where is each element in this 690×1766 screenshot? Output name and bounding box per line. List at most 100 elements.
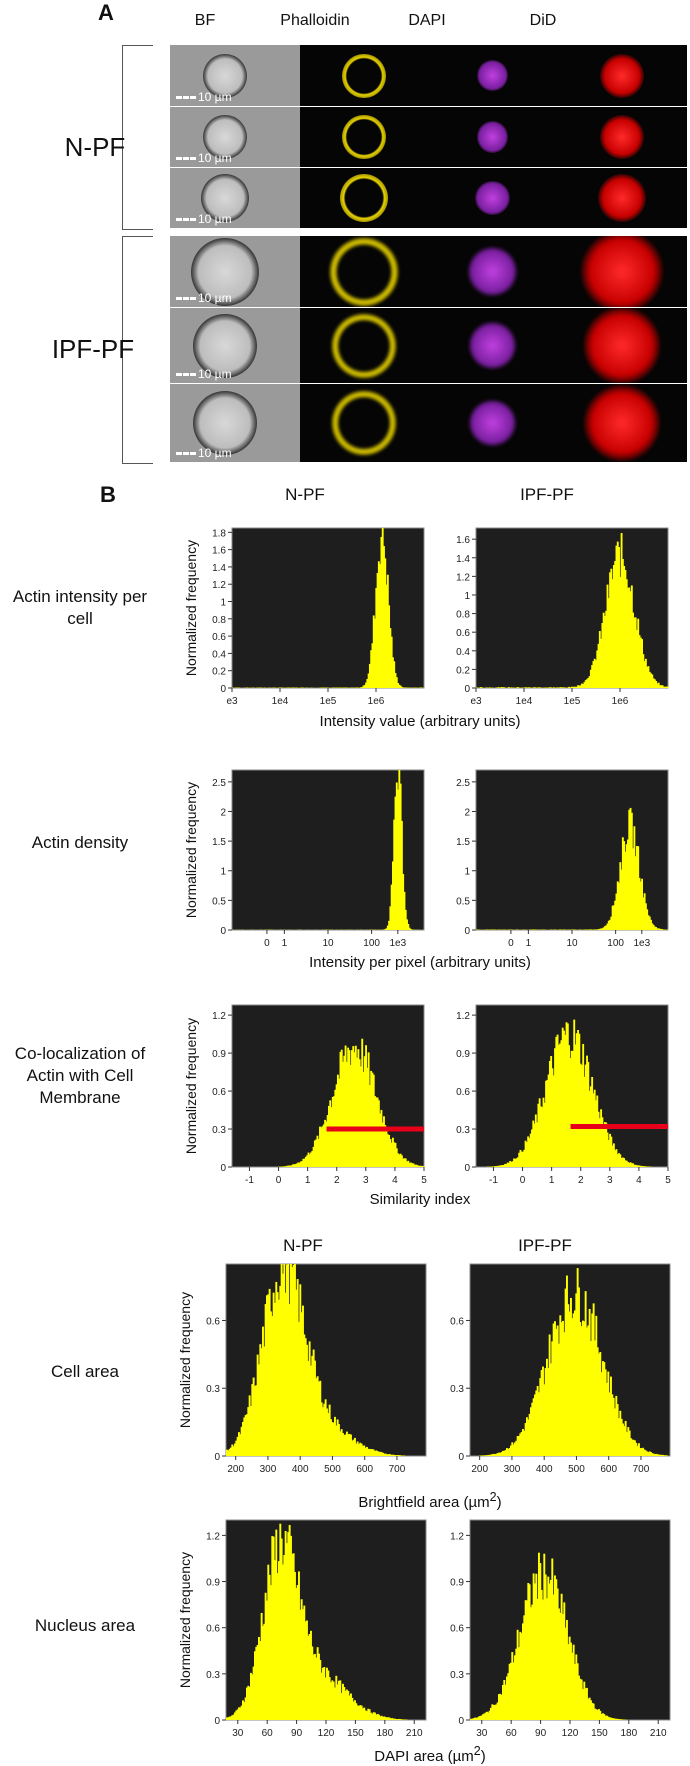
histogram-bar xyxy=(374,1096,376,1167)
histogram-bar xyxy=(389,906,392,930)
histogram-bar xyxy=(638,1165,641,1167)
histogram-bar xyxy=(614,900,617,930)
histogram-cell_ipf: 0 0.3 0.6 200 300 400 500 600 700 xyxy=(450,1263,671,1475)
histogram-bar xyxy=(610,1136,613,1167)
histogram-bar xyxy=(592,1093,595,1167)
histogram-bar xyxy=(589,929,592,930)
histogram-bar xyxy=(520,1431,523,1456)
scale-bar: 10 µm xyxy=(176,151,232,165)
x-tick-label: 1e4 xyxy=(272,696,289,707)
histogram-bar xyxy=(595,660,597,688)
histogram-bar xyxy=(639,881,642,930)
histogram-bar xyxy=(350,1434,352,1456)
histogram-bar xyxy=(502,687,505,688)
histogram-bar xyxy=(650,1452,652,1456)
histogram-bar xyxy=(484,1455,487,1456)
cell-bf-row1 xyxy=(203,53,247,98)
histogram-bar xyxy=(292,1164,295,1167)
histogram-bar xyxy=(479,687,482,688)
x-tick-label: 300 xyxy=(504,1464,521,1475)
histogram-bar xyxy=(492,1453,495,1456)
histogram-bar xyxy=(605,925,608,930)
histogram-bar xyxy=(392,1718,395,1720)
histogram-bar xyxy=(509,1160,512,1167)
histogram-bar xyxy=(492,929,495,930)
x-tick-label: 150 xyxy=(591,1728,608,1739)
histogram-bar xyxy=(655,1453,658,1456)
histogram-bar xyxy=(656,1454,659,1456)
histogram-bar xyxy=(620,1418,623,1456)
cell-phalloidin-row4 xyxy=(330,237,398,306)
histogram-bar xyxy=(286,1264,288,1456)
histogram-bar xyxy=(306,1344,308,1456)
histogram-bar xyxy=(299,1609,302,1720)
histogram-bar xyxy=(595,1100,597,1167)
histogram-bar xyxy=(312,1654,315,1720)
histogram-bar xyxy=(584,1291,587,1456)
histogram-bar xyxy=(282,1273,284,1456)
x-tick-label: e3 xyxy=(470,696,482,707)
histogram-bar xyxy=(624,1160,627,1167)
y-tick-label: 1 xyxy=(220,867,226,878)
histogram-bar xyxy=(570,1642,572,1720)
histogram-bar xyxy=(533,687,536,688)
histogram-bar xyxy=(380,1452,383,1456)
histogram-bar xyxy=(306,1155,309,1167)
histogram-bar xyxy=(490,1707,492,1720)
histogram-bar xyxy=(250,1406,252,1456)
histogram-bar xyxy=(352,1439,355,1456)
y-tick-label: 0.2 xyxy=(456,665,470,676)
histogram-bar xyxy=(334,1687,336,1720)
x-tick-label: 100 xyxy=(607,938,624,949)
cell-image-did-row2 xyxy=(557,107,687,167)
histogram-bar xyxy=(293,1164,296,1167)
histogram-bar xyxy=(239,1434,242,1456)
histogram-bar xyxy=(621,837,624,930)
histogram-bar xyxy=(275,1281,278,1456)
histogram-bar xyxy=(566,1619,568,1720)
histogram-bar xyxy=(338,1424,340,1456)
histogram-bar xyxy=(228,1448,231,1456)
histogram-bar xyxy=(370,650,373,688)
histogram-bar xyxy=(616,1718,619,1720)
cell-dapi-row4 xyxy=(468,247,517,296)
histogram-bar xyxy=(556,1588,559,1720)
histogram-bar xyxy=(393,1142,396,1167)
histogram-bar xyxy=(390,1454,392,1456)
histogram-bar xyxy=(516,1157,519,1167)
histogram-bar xyxy=(532,1398,535,1456)
histogram-bar xyxy=(588,1697,591,1720)
histogram-bar xyxy=(379,1716,382,1720)
histogram-bar xyxy=(471,1718,474,1720)
histogram-bar xyxy=(492,1704,495,1720)
x-tick-label: 1 xyxy=(526,938,532,949)
histogram-bar xyxy=(660,685,663,688)
histogram-bar xyxy=(274,1302,276,1456)
histogram-bar xyxy=(522,1151,524,1167)
histogram-bar xyxy=(632,848,635,930)
histogram-bar xyxy=(568,1045,571,1167)
histogram-bar xyxy=(582,1043,585,1167)
y-tick-label: 1 xyxy=(220,598,226,609)
y-tick-label: 0.8 xyxy=(456,610,470,621)
histogram-bar xyxy=(390,636,393,688)
histogram-bar xyxy=(550,687,553,688)
histogram-bar xyxy=(580,1326,583,1456)
histogram-bar xyxy=(247,1685,250,1720)
histogram-bar xyxy=(587,1325,590,1456)
histogram-bar xyxy=(255,1646,258,1720)
y-tick-label: 1.2 xyxy=(456,572,470,583)
histogram-bar xyxy=(606,584,609,688)
histogram-bar xyxy=(398,1718,400,1720)
histogram-bar xyxy=(385,584,388,688)
histogram-bar xyxy=(361,687,364,688)
histogram-bar xyxy=(328,1677,331,1720)
histogram-bar xyxy=(316,1135,319,1167)
histogram-bar xyxy=(395,1719,398,1720)
x-tick-label: 4 xyxy=(392,1175,398,1186)
histogram-bar xyxy=(314,1653,316,1720)
histogram-bar xyxy=(294,1571,296,1720)
cell-bf-row5 xyxy=(193,313,257,378)
histogram-bar xyxy=(279,687,282,688)
histogram-bar xyxy=(586,1055,588,1167)
